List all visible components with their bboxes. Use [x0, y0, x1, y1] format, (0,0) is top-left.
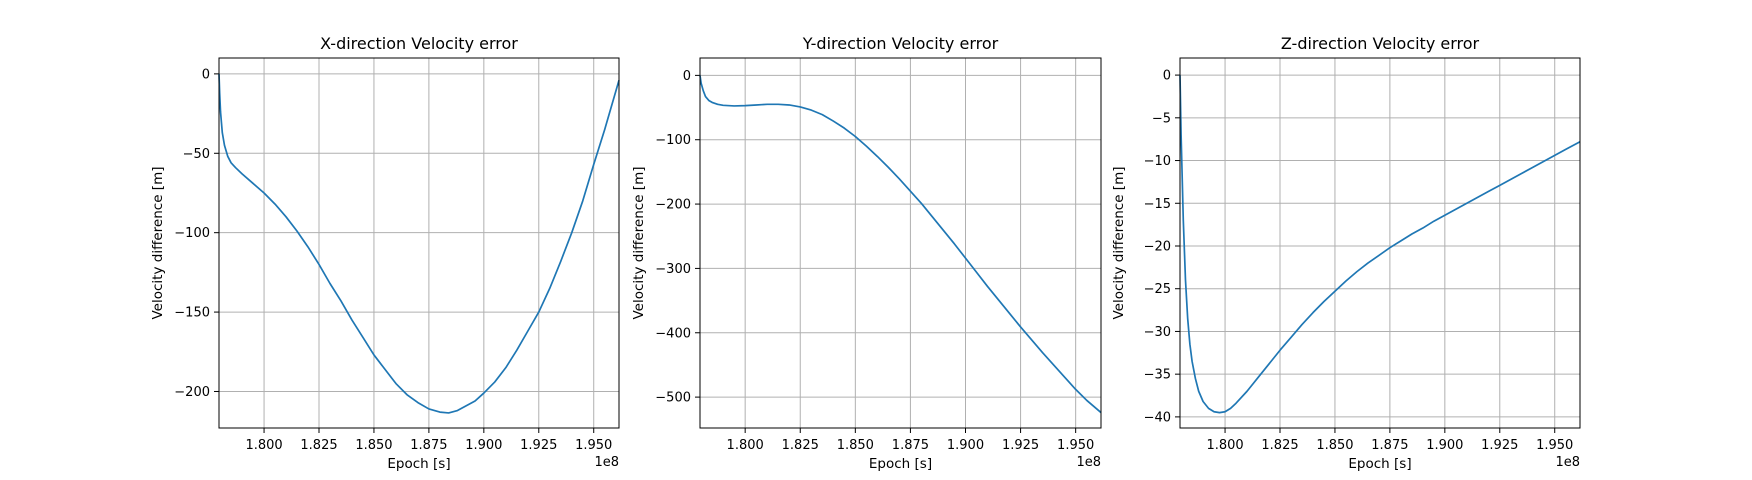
y-y-axis-label: Velocity difference [m]	[631, 167, 647, 320]
x-y-tick-label: −100	[174, 226, 210, 241]
x-chart-title: X-direction Velocity error	[320, 34, 518, 53]
y-y-tick-label: 0	[683, 69, 691, 84]
x-y-tick-label: −200	[174, 385, 210, 400]
y-y-tick-label: −400	[655, 326, 691, 341]
x-x-axis-label: Epoch [s]	[387, 456, 450, 472]
y-x-tick-label: 1.950	[1057, 438, 1094, 453]
x-x-offset-label: 1e8	[594, 455, 619, 470]
x-y-tick-label: −150	[174, 306, 210, 321]
x-x-tick-label: 1.925	[520, 438, 557, 453]
y-x-axis-label: Epoch [s]	[869, 456, 932, 472]
y-y-tick-label: −200	[655, 198, 691, 213]
y-velocity-error-line	[699, 75, 1102, 414]
z-chart-title: Z-direction Velocity error	[1281, 34, 1480, 53]
z-plot-frame	[1179, 57, 1581, 429]
y-x-tick-label: 1.850	[837, 438, 874, 453]
y-x-tick-label: 1.875	[892, 438, 929, 453]
x-chart: 1.800 1.825 1.850 1.875 1.900 1.925 1.950 0 −50 −…	[150, 34, 620, 472]
y-y-tick-label: −300	[655, 262, 691, 277]
z-x-tick-label: 1.875	[1371, 438, 1408, 453]
y-x-tick-label: 1.900	[947, 438, 984, 453]
z-x-tick-label: 1.900	[1426, 438, 1463, 453]
y-y-tick-label: −500	[655, 391, 691, 406]
z-x-offset-label: 1e8	[1555, 455, 1580, 470]
z-velocity-error-line	[1179, 75, 1581, 414]
z-y-tick-label: −15	[1144, 197, 1171, 212]
z-y-tick-label: −5	[1152, 111, 1171, 126]
y-chart: 1.800 1.825 1.850 1.875 1.900 1.925 1.950 0 −100…	[631, 34, 1102, 472]
z-y-tick-label: −35	[1144, 368, 1171, 383]
z-x-tick-label: 1.825	[1261, 438, 1298, 453]
x-y-tick-label: −50	[183, 147, 210, 162]
y-chart-title: Y-direction Velocity error	[802, 34, 999, 53]
z-y-tick-label: 0	[1163, 69, 1171, 84]
z-y-axis-label: Velocity difference [m]	[1111, 167, 1127, 320]
z-y-tick-label: −20	[1144, 239, 1171, 254]
x-y-tick-label: 0	[202, 67, 210, 82]
x-x-tick-label: 1.800	[245, 438, 282, 453]
x-x-tick-label: 1.825	[300, 438, 337, 453]
x-x-tick-label: 1.875	[410, 438, 447, 453]
y-x-offset-label: 1e8	[1076, 455, 1101, 470]
y-plot-frame	[699, 57, 1102, 429]
x-plot-frame	[218, 57, 620, 429]
y-x-tick-label: 1.825	[782, 438, 819, 453]
x-x-tick-label: 1.950	[575, 438, 612, 453]
x-velocity-error-line	[218, 73, 620, 414]
z-y-tick-label: −30	[1144, 325, 1171, 340]
x-y-axis-label: Velocity difference [m]	[150, 167, 166, 320]
z-x-tick-label: 1.925	[1481, 438, 1518, 453]
x-x-tick-label: 1.850	[355, 438, 392, 453]
z-x-tick-label: 1.850	[1316, 438, 1353, 453]
z-x-tick-label: 1.800	[1206, 438, 1243, 453]
y-y-tick-label: −100	[655, 133, 691, 148]
z-x-axis-label: Epoch [s]	[1348, 456, 1411, 472]
z-y-tick-label: −40	[1144, 410, 1171, 425]
y-x-tick-label: 1.925	[1002, 438, 1039, 453]
y-x-tick-label: 1.800	[727, 438, 764, 453]
z-y-tick-label: −10	[1144, 154, 1171, 169]
z-x-tick-label: 1.950	[1536, 438, 1573, 453]
x-x-tick-label: 1.900	[465, 438, 502, 453]
z-chart: 1.800 1.825 1.850 1.875 1.900 1.925 1.950 0 −5 −1…	[1111, 34, 1581, 472]
z-y-tick-label: −25	[1144, 282, 1171, 297]
